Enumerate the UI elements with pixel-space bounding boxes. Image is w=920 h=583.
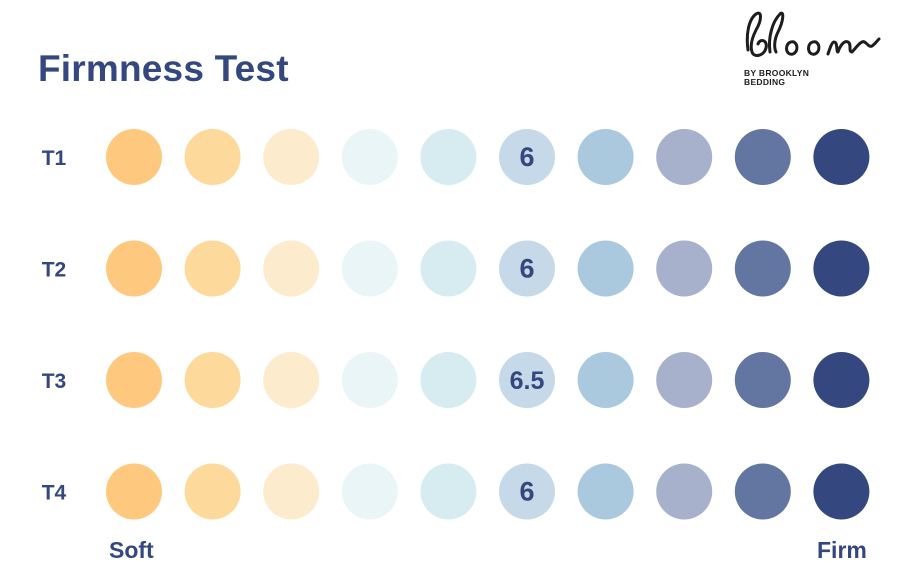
dot-t1-2 [184, 129, 241, 185]
dot-t3-8 [656, 352, 713, 408]
dot-t3-1 [106, 352, 162, 408]
value-label-t2: 6 [519, 254, 534, 284]
dot-t3-10 [813, 352, 870, 408]
dot-t2-1 [106, 240, 162, 297]
dot-t4-4 [341, 463, 398, 520]
dot-t2-3 [263, 240, 320, 297]
row-label-t2: T2 [42, 259, 67, 282]
dot-t3-5 [420, 352, 477, 408]
dot-t1-5 [420, 129, 477, 185]
dot-t1-4 [341, 129, 398, 185]
dot-t3-9 [734, 352, 791, 408]
dot-t4-5 [420, 463, 477, 520]
dot-t1-8 [656, 129, 713, 185]
dot-t4-3 [263, 463, 320, 520]
value-label-t1: 6 [519, 142, 534, 172]
bloom-wordmark-icon [745, 11, 881, 57]
dot-t1-3 [263, 129, 320, 185]
dot-t2-7 [577, 240, 634, 297]
dot-t4-6 [499, 463, 555, 520]
dot-t1-6 [499, 129, 555, 185]
dot-t1-10 [813, 129, 870, 185]
logo-tagline-line1: BY BROOKLYN [744, 68, 810, 78]
dot-t3-3 [263, 352, 320, 408]
dot-t2-2 [184, 240, 241, 297]
dot-t1-9 [734, 129, 791, 185]
dot-t4-2 [184, 463, 241, 520]
dot-t2-10 [813, 240, 870, 297]
value-label-t4: 6 [519, 477, 534, 507]
dot-t2-4 [341, 240, 398, 297]
dot-t1-1 [106, 129, 162, 185]
dot-t2-6 [499, 240, 555, 297]
dot-t4-9 [734, 463, 791, 520]
logo-tagline-line2: BEDDING [744, 77, 786, 87]
dot-t2-9 [734, 240, 791, 297]
chart-title: Firmness Test [38, 48, 289, 89]
dot-t1-7 [577, 129, 634, 185]
row-label-t1: T1 [42, 147, 67, 170]
dot-t4-1 [106, 463, 162, 520]
firm-label: Firm [817, 537, 867, 563]
dot-t4-8 [656, 463, 713, 520]
dot-t4-7 [577, 463, 634, 520]
dot-t4-10 [813, 463, 870, 520]
dot-t2-8 [656, 240, 713, 297]
soft-label: Soft [109, 537, 154, 563]
row-label-t3: T3 [42, 370, 67, 393]
row-label-t4: T4 [42, 482, 67, 505]
dot-t3-2 [184, 352, 241, 408]
bloom-logo: BY BROOKLYN BEDDING [742, 8, 882, 90]
dot-t2-5 [420, 240, 477, 297]
dot-t3-7 [577, 352, 634, 408]
dot-t3-6 [499, 352, 555, 408]
dot-t3-4 [341, 352, 398, 408]
value-label-t3: 6.5 [510, 367, 545, 395]
